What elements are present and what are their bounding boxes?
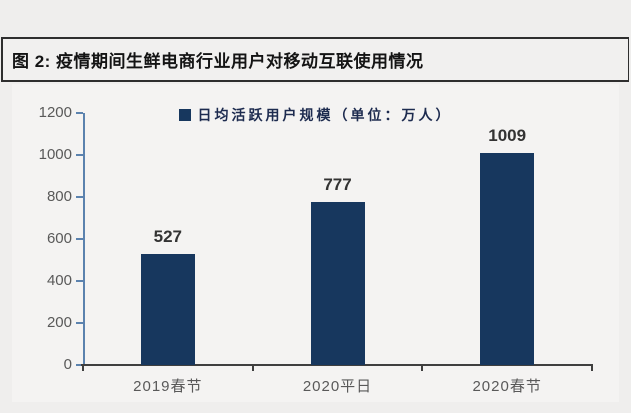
x-axis-tick	[82, 364, 84, 371]
y-axis-tick-label: 600	[46, 230, 72, 247]
y-axis-tick-label: 1000	[38, 146, 72, 163]
x-axis-tick	[591, 364, 593, 371]
bar	[310, 201, 365, 365]
x-axis-category-label: 2020平日	[302, 378, 373, 395]
chart-legend: 日均活跃用户规模（单位：万人）	[0, 106, 631, 124]
bar-value-label: 1009	[488, 126, 527, 146]
y-axis-tick	[76, 322, 83, 324]
y-axis-tick-label: 0	[63, 356, 72, 373]
y-axis-line	[83, 113, 85, 365]
y-axis-tick-label: 200	[46, 314, 72, 331]
figure-title-bar: 图 2: 疫情期间生鲜电商行业用户对移动互联使用情况	[1, 37, 629, 82]
y-axis-tick	[76, 154, 83, 156]
x-axis-tick	[251, 364, 254, 371]
bar	[140, 254, 195, 365]
x-axis-category-label: 2019春节	[133, 378, 203, 395]
y-axis-tick-label: 1200	[38, 104, 72, 121]
figure-title: 图 2: 疫情期间生鲜电商行业用户对移动互联使用情况	[12, 52, 424, 71]
legend-color-swatch	[178, 109, 191, 121]
bar-value-label: 777	[323, 174, 352, 194]
y-axis-tick	[76, 196, 83, 198]
y-axis-tick-label: 400	[46, 272, 72, 289]
x-axis-category-label: 2020春节	[472, 378, 542, 395]
y-axis-tick	[76, 238, 83, 240]
x-axis-line	[81, 364, 593, 366]
legend-label: 日均活跃用户规模（单位：万人）	[197, 107, 453, 123]
y-axis-tick	[76, 112, 83, 114]
bar-value-label: 527	[153, 227, 183, 247]
x-axis-tick	[421, 364, 424, 371]
y-axis-tick-label: 800	[46, 188, 72, 205]
y-axis-tick	[76, 364, 83, 366]
bar	[480, 153, 535, 365]
y-axis-tick	[76, 280, 83, 282]
